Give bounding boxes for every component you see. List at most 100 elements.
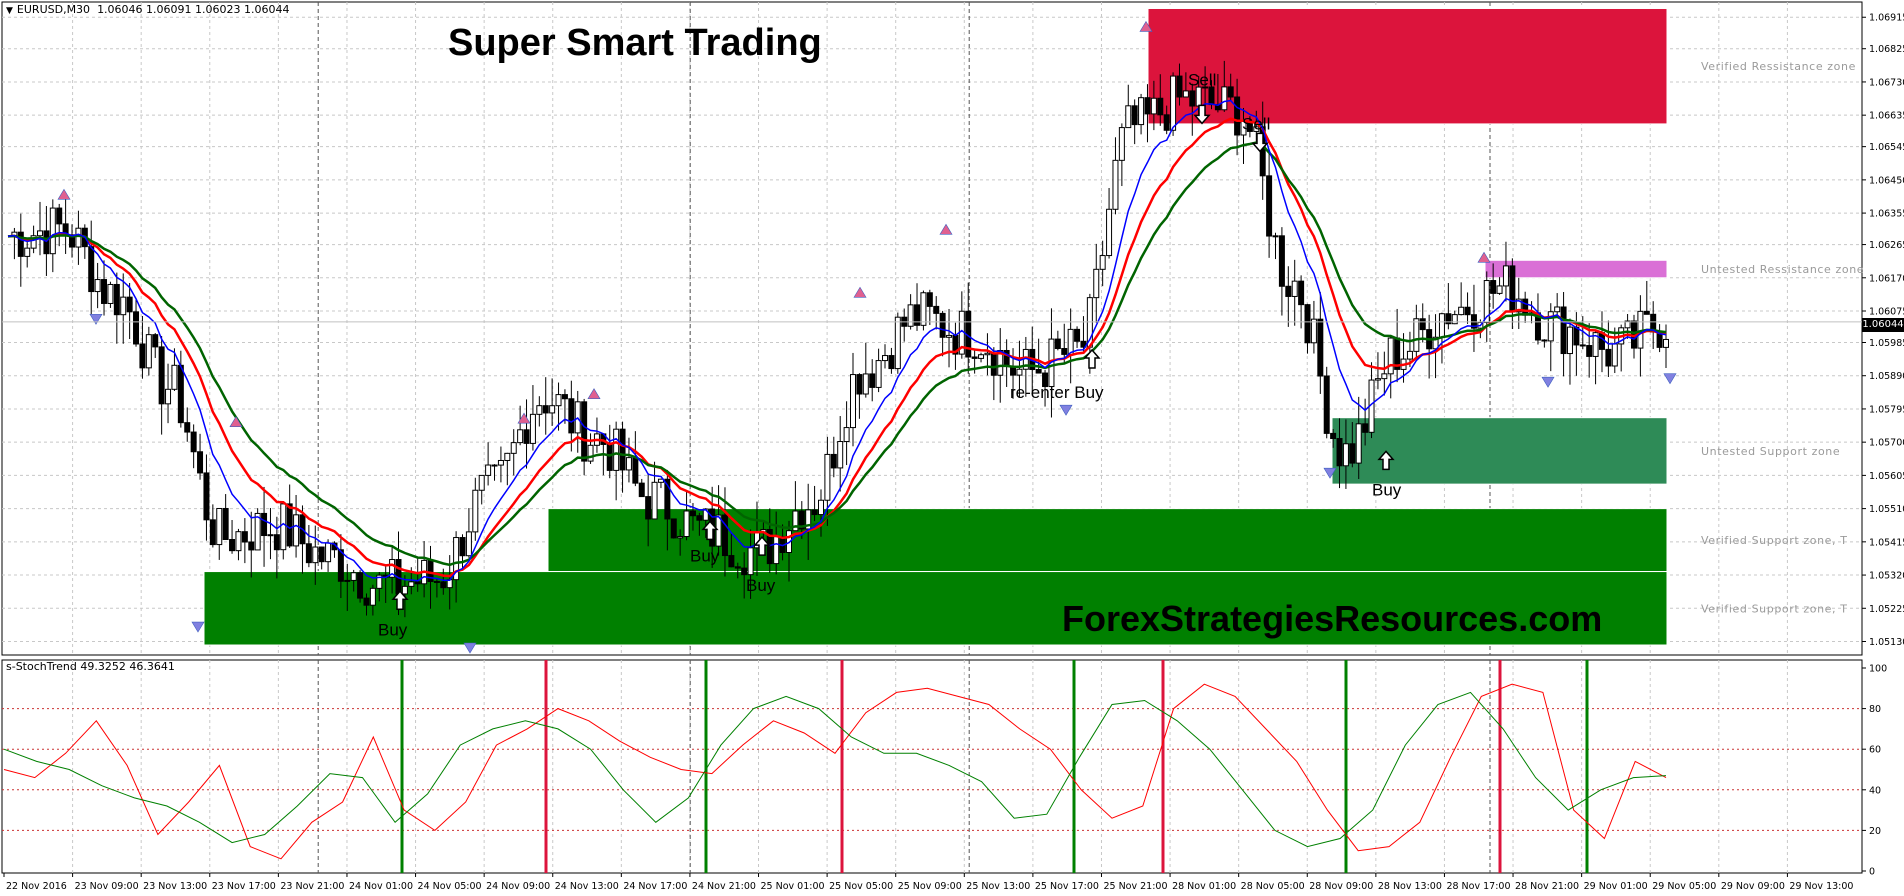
candle-body xyxy=(926,292,933,307)
signal-label: Buy xyxy=(746,576,776,595)
time-axis-label: 25 Nov 17:00 xyxy=(1035,881,1099,892)
stoch-axis-label: 20 xyxy=(1869,826,1881,837)
candle-body xyxy=(946,334,953,338)
candle-body xyxy=(1157,97,1164,116)
zone-label: Verified Ressistance zone xyxy=(1701,60,1856,73)
candle-body xyxy=(1573,326,1580,346)
time-axis-label: 29 Nov 09:00 xyxy=(1721,881,1785,892)
price-axis-label: 1.05605 xyxy=(1869,471,1904,482)
stoch-line-red xyxy=(3,683,1667,860)
candle-body xyxy=(721,514,728,557)
price-axis-label: 1.06450 xyxy=(1869,175,1904,186)
candle-body xyxy=(1490,280,1497,294)
moving-average-red xyxy=(7,117,1667,578)
candle-body xyxy=(1560,306,1567,355)
candle-body xyxy=(1304,304,1311,344)
candle-body xyxy=(805,509,812,530)
candle-body xyxy=(817,499,824,516)
candle-body xyxy=(190,431,197,453)
zone-box xyxy=(547,508,1668,573)
zone-box xyxy=(1484,259,1668,279)
triangle-down-icon[interactable]: ▼ xyxy=(6,6,13,16)
time-axis-label: 24 Nov 13:00 xyxy=(555,881,619,892)
candle-body xyxy=(875,360,882,388)
price-axis-label: 1.05225 xyxy=(1869,604,1904,615)
signal-label: Sell xyxy=(1188,70,1216,89)
fractal-down-icon xyxy=(191,621,205,633)
zone-box xyxy=(1331,417,1668,485)
candle-body xyxy=(376,574,383,589)
candle-body xyxy=(1586,345,1593,357)
candle-body xyxy=(523,429,530,444)
chart-ohlc: 1.06046 1.06091 1.06023 1.06044 xyxy=(97,3,290,16)
candle-body xyxy=(651,481,658,520)
price-axis-label: 1.05700 xyxy=(1869,438,1904,449)
candle-body xyxy=(401,585,408,595)
candle-body xyxy=(139,343,146,369)
candle-body xyxy=(1349,443,1356,464)
candle-body xyxy=(113,283,120,316)
time-axis-label: 24 Nov 05:00 xyxy=(418,881,482,892)
candle-body xyxy=(1451,314,1458,325)
candle-body xyxy=(177,364,184,424)
candle-body xyxy=(1291,280,1298,297)
price-axis-label: 1.05985 xyxy=(1869,338,1904,349)
time-axis-label: 25 Nov 21:00 xyxy=(1103,881,1167,892)
candle-body xyxy=(1163,114,1170,131)
stoch-axis-label: 100 xyxy=(1869,664,1887,675)
candle-body xyxy=(824,453,831,501)
candle-body xyxy=(1387,337,1394,375)
time-axis-label: 28 Nov 21:00 xyxy=(1515,881,1579,892)
candle-body xyxy=(69,234,76,248)
candle-body xyxy=(561,394,568,400)
candle-body xyxy=(664,478,671,520)
buy-arrow-icon xyxy=(701,520,719,541)
candle-body xyxy=(1138,97,1145,126)
candle-body xyxy=(920,292,927,326)
candle-body xyxy=(17,231,24,257)
candle-body xyxy=(101,279,108,304)
candle-body xyxy=(1099,255,1106,270)
overlay-title: Super Smart Trading xyxy=(448,22,822,64)
signal-label: re-enter Buy xyxy=(1010,383,1104,402)
time-axis-label: 23 Nov 09:00 xyxy=(75,881,139,892)
time-axis-label: 28 Nov 09:00 xyxy=(1309,881,1373,892)
price-axis-label: 1.05795 xyxy=(1869,404,1904,415)
candle-body xyxy=(305,543,312,564)
candle-body xyxy=(843,427,850,443)
time-axis-label: 25 Nov 01:00 xyxy=(761,881,825,892)
price-axis-label: 1.05130 xyxy=(1869,637,1904,648)
sell-arrow-icon xyxy=(1251,132,1269,153)
candle-body xyxy=(1496,285,1503,294)
candle-body xyxy=(1413,318,1420,352)
candle-body xyxy=(792,510,799,532)
time-axis-label: 29 Nov 13:00 xyxy=(1789,881,1853,892)
fractal-up-icon xyxy=(1477,251,1491,263)
time-axis-label: 28 Nov 01:00 xyxy=(1172,881,1236,892)
watermark-text: ForexStrategiesResources.com xyxy=(1062,598,1603,639)
buy-arrow-icon xyxy=(1377,450,1395,471)
candle-body xyxy=(1317,318,1324,377)
candle-body xyxy=(203,472,210,521)
candle-body xyxy=(325,542,332,563)
candle-body xyxy=(715,514,722,547)
time-axis-label: 25 Nov 09:00 xyxy=(898,881,962,892)
candle-body xyxy=(350,572,357,581)
candle-body xyxy=(485,464,492,476)
candle-body xyxy=(1272,235,1279,238)
candle-body xyxy=(613,428,620,471)
candle-body xyxy=(549,405,556,414)
candle-body xyxy=(312,546,319,564)
buy-arrow-icon xyxy=(753,535,771,556)
zone-label: Verified Support zone, T xyxy=(1701,534,1848,547)
price-axis-label: 1.05415 xyxy=(1869,537,1904,548)
candle-body xyxy=(1566,326,1573,355)
candle-body xyxy=(1643,310,1650,315)
candle-body xyxy=(1502,265,1509,287)
candle-body xyxy=(318,546,325,563)
candle-body xyxy=(625,457,632,471)
candle-body xyxy=(1176,75,1183,98)
time-axis-label: 23 Nov 17:00 xyxy=(212,881,276,892)
buy-arrow-icon xyxy=(1083,348,1101,369)
